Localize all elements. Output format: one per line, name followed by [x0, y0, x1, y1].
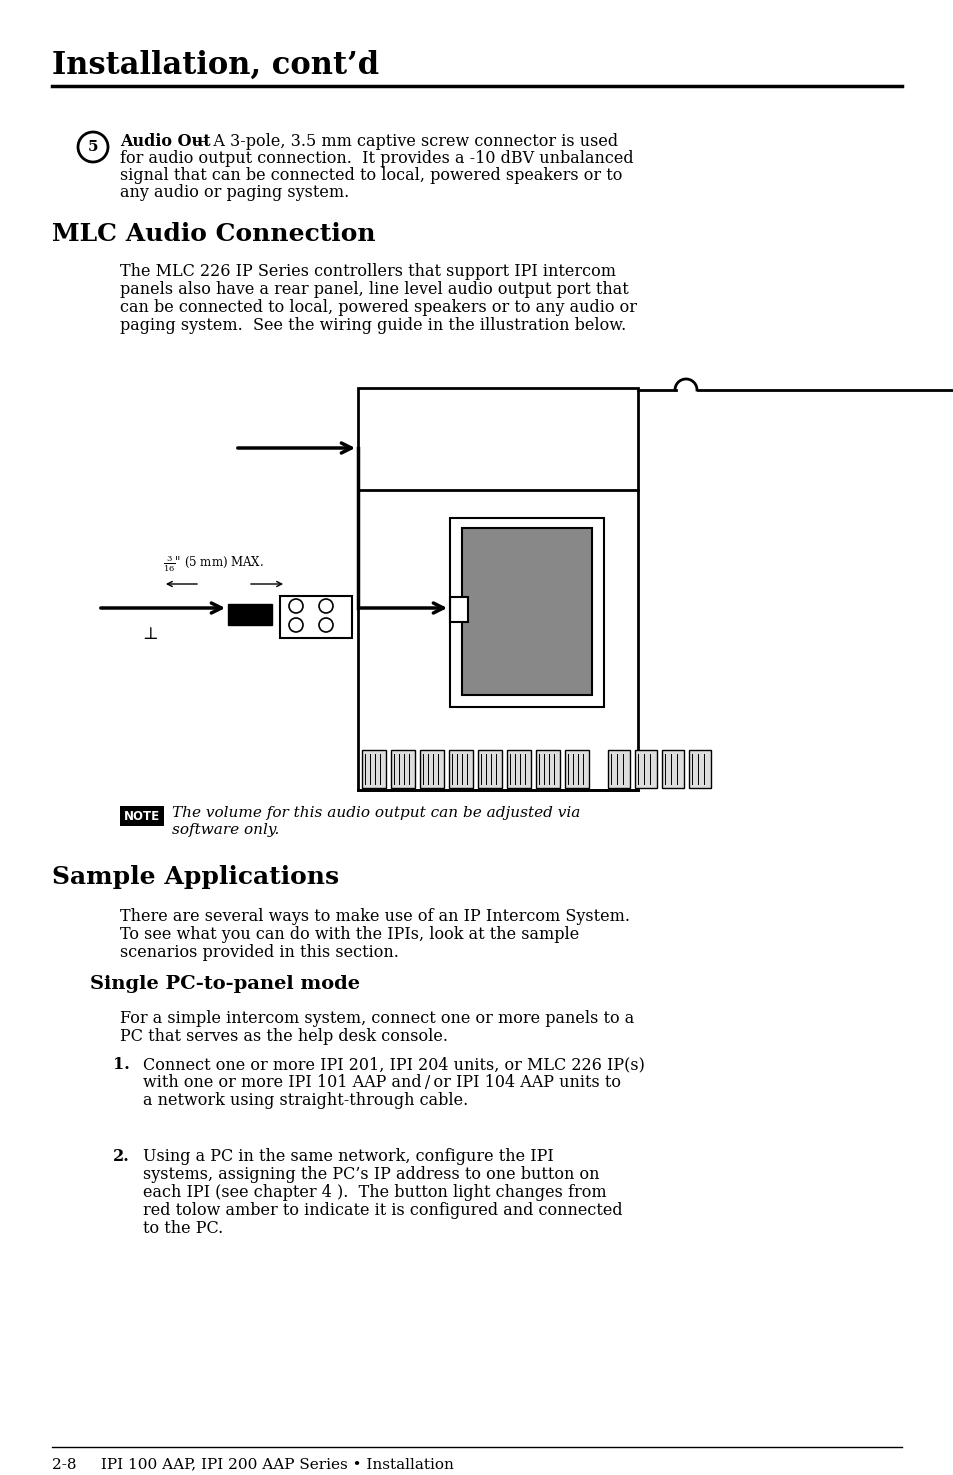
Bar	[228, 603, 272, 625]
Text: To see what you can do with the IPIs, look at the sample: To see what you can do with the IPIs, lo…	[120, 926, 578, 943]
Bar	[419, 749, 443, 788]
Text: to the PC.: to the PC.	[143, 1220, 223, 1238]
Text: — A 3-pole, 3.5 mm captive screw connector is used: — A 3-pole, 3.5 mm captive screw connect…	[187, 133, 618, 150]
Bar	[661, 749, 683, 788]
Bar	[120, 805, 164, 826]
Bar	[449, 749, 473, 788]
Bar	[564, 749, 588, 788]
Text: Audio Out: Audio Out	[120, 133, 211, 150]
Bar	[536, 749, 559, 788]
Text: 2.: 2.	[112, 1148, 130, 1165]
Text: scenarios provided in this section.: scenarios provided in this section.	[120, 944, 398, 962]
Text: ♫: ♫	[478, 611, 487, 620]
Text: systems, assigning the PC’s IP address to one button on: systems, assigning the PC’s IP address t…	[143, 1167, 598, 1183]
Bar	[450, 597, 468, 622]
Bar	[450, 518, 603, 707]
Text: Using a PC in the same network, configure the IPI: Using a PC in the same network, configur…	[143, 1148, 553, 1165]
Text: can be connected to local, powered speakers or to any audio or: can be connected to local, powered speak…	[120, 299, 637, 316]
Bar	[688, 749, 710, 788]
Text: Sample Applications: Sample Applications	[52, 864, 338, 889]
Text: Single PC-to-panel mode: Single PC-to-panel mode	[90, 975, 359, 993]
Text: paging system.  See the wiring guide in the illustration below.: paging system. See the wiring guide in t…	[120, 317, 625, 333]
Text: any audio or paging system.: any audio or paging system.	[120, 184, 349, 201]
Bar	[607, 749, 629, 788]
Bar	[391, 749, 415, 788]
Text: $\mathregular{\frac{3}{16}}$" (5 mm) MAX.: $\mathregular{\frac{3}{16}}$" (5 mm) MAX…	[163, 552, 264, 574]
Text: For a simple intercom system, connect one or more panels to a: For a simple intercom system, connect on…	[120, 1010, 634, 1027]
Bar	[635, 749, 657, 788]
Text: each IPI (see chapter 4 ).  The button light changes from: each IPI (see chapter 4 ). The button li…	[143, 1184, 606, 1201]
Text: panels also have a rear panel, line level audio output port that: panels also have a rear panel, line leve…	[120, 282, 628, 298]
Text: software only.: software only.	[172, 823, 279, 836]
Text: The volume for this audio output can be adjusted via: The volume for this audio output can be …	[172, 805, 579, 820]
Bar	[477, 749, 501, 788]
Text: a network using straight-through cable.: a network using straight-through cable.	[143, 1092, 468, 1109]
Text: with one or more IPI 101 AAP and / or IPI 104 AAP units to: with one or more IPI 101 AAP and / or IP…	[143, 1074, 620, 1092]
Text: red tolow amber to indicate it is configured and connected: red tolow amber to indicate it is config…	[143, 1202, 622, 1218]
Bar	[506, 749, 531, 788]
Text: Installation, cont’d: Installation, cont’d	[52, 50, 378, 81]
Bar	[361, 749, 386, 788]
Text: signal that can be connected to local, powered speakers or to: signal that can be connected to local, p…	[120, 167, 621, 184]
Bar	[357, 388, 638, 791]
Bar	[280, 596, 352, 639]
Text: +: +	[477, 597, 487, 608]
Bar	[461, 528, 592, 695]
Text: There are several ways to make use of an IP Intercom System.: There are several ways to make use of an…	[120, 909, 629, 925]
Text: Connect one or more IPI 201, IPI 204 units, or MLC 226 IP(s): Connect one or more IPI 201, IPI 204 uni…	[143, 1056, 644, 1072]
Text: 5: 5	[88, 140, 98, 153]
Text: for audio output connection.  It provides a -10 dBV unbalanced: for audio output connection. It provides…	[120, 150, 633, 167]
Text: PC that serves as the help desk console.: PC that serves as the help desk console.	[120, 1028, 448, 1044]
Text: 1.: 1.	[112, 1056, 130, 1072]
Text: NOTE: NOTE	[124, 810, 160, 823]
Text: ⊥: ⊥	[142, 625, 157, 643]
Text: MLC Audio Connection: MLC Audio Connection	[52, 223, 375, 246]
Text: 2-8     IPI 100 AAP, IPI 200 AAP Series • Installation: 2-8 IPI 100 AAP, IPI 200 AAP Series • In…	[52, 1457, 454, 1471]
Text: The MLC 226 IP Series controllers that support IPI intercom: The MLC 226 IP Series controllers that s…	[120, 263, 616, 280]
